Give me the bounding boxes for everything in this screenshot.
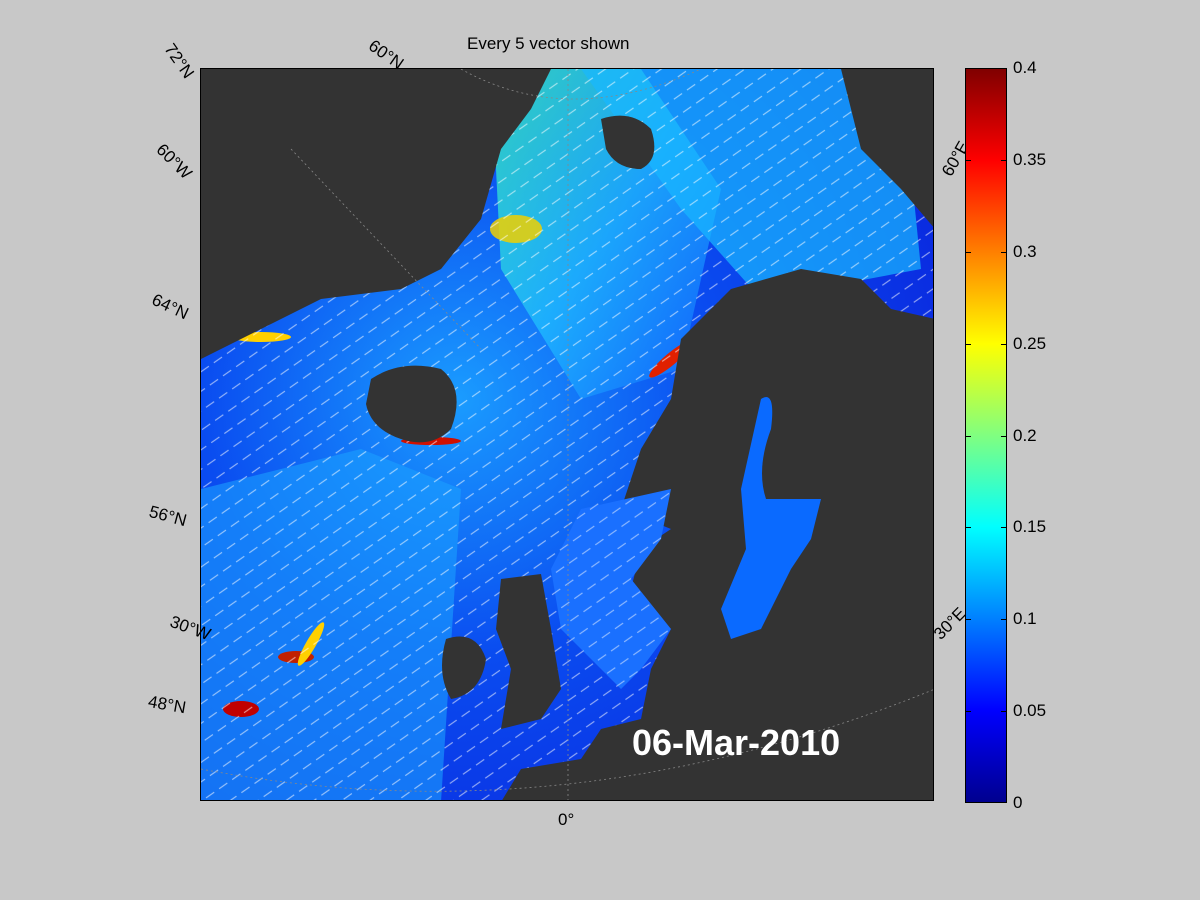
lat-label-56n: 56°N: [147, 502, 189, 531]
parallel-line: [460, 69, 702, 100]
baltic-sea: [721, 397, 821, 639]
svalbard-land: [601, 115, 655, 169]
great-britain-land: [496, 574, 561, 729]
colorbar-tick-label: 0.2: [1013, 425, 1037, 445]
colorbar-tick-mark: [1001, 159, 1007, 161]
colorbar-tick-label: 0.05: [1013, 701, 1047, 721]
lat-label-72n: 72°N: [160, 40, 198, 83]
colorbar-tick-mark: [965, 435, 971, 437]
colorbar-tick-label: 0.25: [1013, 333, 1047, 353]
colorbar-tick-mark: [1001, 619, 1007, 621]
lon-label-0: 0°: [558, 810, 575, 829]
colorbar-tick-mark: [965, 251, 971, 253]
colorbar-tick-label: 0.35: [1013, 149, 1047, 169]
colorbar-tick-label: 0: [1013, 793, 1023, 812]
date-label: 06-Mar-2010: [632, 722, 841, 763]
colorbar-tick-mark: [1001, 68, 1007, 69]
plot-title: Every 5 vector shown: [467, 34, 630, 53]
ireland-land: [442, 636, 486, 699]
colorbar-tick-mark: [1001, 802, 1007, 803]
current-map: [201, 69, 933, 800]
lon-label-60w: 60°W: [152, 140, 196, 183]
colorbar-tick-label: 0.15: [1013, 517, 1047, 537]
map-panel: [200, 68, 934, 801]
colorbar-tick-mark: [965, 711, 971, 713]
colorbar-tick-mark: [965, 343, 971, 345]
colorbar-tick-mark: [965, 527, 971, 529]
colorbar-tick-mark: [965, 802, 971, 803]
greenland-land: [201, 69, 551, 359]
arctic-land: [841, 69, 933, 227]
meridian-line: [290, 148, 482, 350]
colorbar-tick-label: 0.3: [1013, 241, 1037, 261]
colorbar-tick-mark: [1001, 343, 1007, 345]
colorbar-tick-mark: [1001, 711, 1007, 713]
colorbar-tick-mark: [965, 159, 971, 161]
colorbar-tick-mark: [1001, 251, 1007, 253]
iceland-land: [366, 365, 457, 443]
europe-land: [502, 269, 933, 800]
colorbar-tick-mark: [965, 68, 971, 69]
colorbar-tick-mark: [1001, 527, 1007, 529]
colorbar-tick-mark: [965, 619, 971, 621]
colorbar-tick-label: 0.1: [1013, 609, 1037, 629]
lat-label-64n: 64°N: [148, 290, 192, 324]
colorbar-tick-mark: [1001, 435, 1007, 437]
colorbar-tick-label: 0.4: [1013, 58, 1037, 77]
parallel-line: [201, 689, 933, 792]
lat-label-48n: 48°N: [146, 692, 188, 718]
north-sea-vectors: [551, 489, 671, 689]
